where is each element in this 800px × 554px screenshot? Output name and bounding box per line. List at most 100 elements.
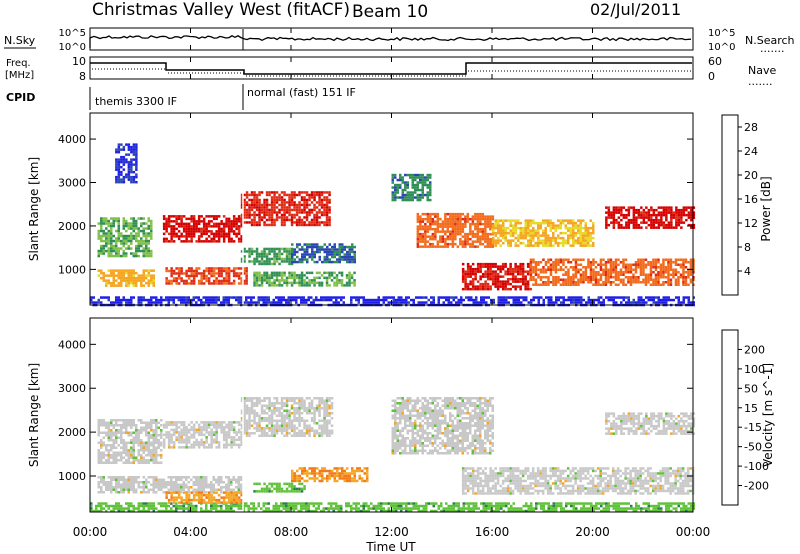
power-cell-5	[172, 272, 176, 275]
power-cell-1	[147, 219, 150, 223]
power-cell-8	[336, 253, 339, 256]
power-cell-6	[328, 211, 331, 214]
power-cell-12	[524, 287, 527, 291]
power-cell-14	[665, 218, 668, 222]
power-cell-9	[258, 271, 261, 275]
power-cell-7	[288, 247, 291, 251]
power-cell-2	[115, 148, 118, 151]
power-cell-0	[502, 296, 505, 299]
power-cell-3	[115, 274, 118, 277]
velocity-cell-0	[657, 502, 660, 505]
power-cell-8	[313, 243, 316, 246]
power-cell-13	[674, 258, 678, 261]
power-cell-0	[265, 296, 268, 299]
power-cell-5	[202, 274, 206, 278]
power-cell-5	[197, 279, 201, 283]
power-cell-12	[524, 270, 527, 273]
velocity-cell-0	[515, 509, 518, 513]
power-cell-11	[481, 227, 485, 231]
velocity-cell-0	[137, 504, 140, 508]
power-cell-11	[486, 232, 490, 236]
velocity-cell-0	[457, 509, 460, 513]
velocity-cell-1	[110, 434, 113, 437]
power-cell-1	[117, 249, 120, 253]
power-cell-4	[207, 230, 211, 233]
power-cell-13	[619, 268, 623, 271]
power-cell-12	[506, 267, 510, 271]
power-cell-1	[110, 227, 113, 230]
power-cell-15	[562, 219, 565, 222]
power-cell-6	[260, 211, 264, 214]
power-cell-4	[180, 220, 183, 223]
power-cell-6	[260, 208, 264, 212]
power-cell-11	[474, 225, 477, 228]
power-cell-13	[534, 273, 538, 276]
power-cell-0	[107, 298, 110, 302]
power-cell-13	[547, 261, 550, 264]
velocity-cell-1	[102, 436, 105, 439]
power-cell-1	[125, 239, 128, 243]
power-cell-15	[514, 241, 517, 245]
power-cell-4	[215, 222, 218, 226]
power-cell-2	[120, 158, 123, 161]
power-cell-14	[625, 226, 628, 229]
power-cell-14	[687, 211, 691, 214]
velocity-cell-0	[550, 509, 553, 513]
velocity-cell-0	[142, 504, 145, 508]
power-cell-15	[507, 226, 510, 230]
power-cell-13	[687, 271, 690, 274]
power-cell-13	[567, 273, 570, 276]
power-cell-14	[632, 213, 636, 217]
cpid-segment-2: normal (fast) 151 IF	[247, 86, 356, 99]
power-cell-5	[205, 267, 208, 270]
power-cell-15	[494, 241, 497, 245]
power-cell-7	[250, 252, 254, 256]
power-cell-12	[461, 267, 465, 271]
power-cell-13	[689, 258, 693, 261]
power-cell-1	[122, 219, 125, 223]
power-cell-8	[331, 255, 334, 259]
power-cell-1	[100, 244, 103, 248]
power-cell-14	[665, 208, 668, 212]
power-cell-15	[509, 241, 512, 245]
power-cell-15	[497, 241, 500, 245]
power-cell-12	[504, 262, 507, 266]
power-cell-1	[112, 254, 115, 258]
power-cell-4	[210, 240, 213, 243]
power-cell-0	[205, 301, 208, 304]
power-cell-4	[172, 215, 176, 218]
power-cell-11	[466, 235, 470, 238]
velocity-cell-1	[115, 431, 118, 434]
power-cell-13	[542, 281, 545, 284]
power-cell-7	[268, 260, 271, 263]
power-cell-2	[135, 155, 138, 159]
power-cell-1	[125, 234, 128, 238]
velocity-cell-0	[407, 509, 410, 513]
power-cell-15	[509, 239, 512, 242]
power-cell-12	[519, 267, 522, 271]
power-cell-1	[107, 222, 110, 225]
velocity-cell-0	[690, 507, 693, 510]
power-cell-11	[429, 227, 432, 231]
power-cell-9	[275, 276, 279, 280]
power-cell-0	[440, 296, 443, 299]
power-cell-13	[609, 261, 613, 264]
power-cell-2	[125, 175, 128, 179]
power-cell-1	[100, 252, 103, 255]
power-cell-13	[612, 266, 615, 269]
power-cell-9	[348, 274, 351, 277]
power-cell-9	[260, 281, 264, 285]
power-cell-4	[197, 240, 201, 243]
power-cell-3	[112, 284, 115, 287]
power-cell-14	[635, 208, 638, 212]
power-cell-6	[250, 223, 254, 227]
power-cell-11	[489, 240, 492, 243]
power-cell-4	[182, 225, 186, 228]
power-cell-6	[325, 216, 329, 219]
power-cell-5	[170, 267, 173, 270]
power-cell-1	[100, 217, 103, 220]
power-cell-3	[107, 269, 110, 272]
power-cell-6	[315, 193, 319, 197]
power-cell-8	[348, 253, 351, 256]
velocity-cell-0	[325, 507, 328, 510]
